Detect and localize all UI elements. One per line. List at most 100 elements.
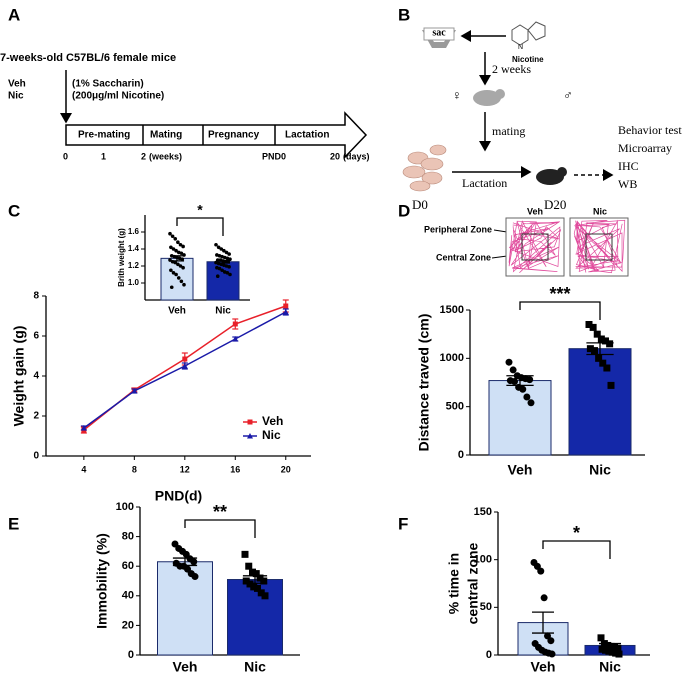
sex: ♀: [452, 87, 462, 102]
marker: [232, 321, 238, 327]
x-tick-label: Veh: [508, 462, 533, 478]
y-tick-label: 4: [33, 371, 39, 382]
point: [181, 244, 185, 249]
y-tick-label: 100: [474, 554, 492, 566]
point: [178, 264, 183, 268]
marker: [131, 388, 138, 394]
y-axis-label: central zone: [465, 542, 481, 624]
point: [220, 268, 224, 273]
y-tick-label: 0: [128, 649, 134, 661]
significance: **: [213, 502, 227, 522]
point: [526, 376, 534, 384]
time: 1: [101, 151, 106, 161]
point: [168, 231, 172, 236]
point: [246, 580, 254, 588]
point: [597, 335, 605, 343]
mouse-head: [557, 167, 567, 177]
legend-label: Veh: [262, 414, 283, 428]
phase: Lactation: [285, 130, 329, 141]
point: [509, 366, 517, 374]
point: [537, 567, 545, 575]
legend-label: Nic: [262, 428, 281, 442]
point: [174, 248, 178, 253]
point: [191, 573, 199, 581]
nicotine-ring: [511, 24, 529, 46]
point: [227, 252, 231, 256]
pups: [402, 144, 447, 192]
y-tick-label: 100: [116, 501, 134, 513]
point: [169, 268, 173, 273]
y-axis-label: Weight gain (g): [11, 326, 27, 427]
point: [257, 589, 265, 597]
x-tick-label: Veh: [531, 659, 556, 675]
bar: [488, 380, 552, 456]
point: [607, 381, 615, 389]
point: [171, 247, 176, 251]
point: [614, 644, 622, 652]
y-tick-label: 40: [122, 590, 134, 602]
point: [179, 279, 184, 284]
marker: [182, 356, 188, 362]
pointer: [493, 229, 508, 233]
mouse-head: [495, 89, 505, 99]
time: 0: [63, 151, 68, 161]
point: [178, 242, 183, 247]
legend-marker: [247, 433, 253, 439]
sac-label: sac: [432, 27, 446, 38]
y-tick-label: 1.6: [128, 227, 140, 236]
y-tick-label: 1000: [440, 352, 464, 364]
phase: Mating: [150, 130, 182, 141]
mouse: [473, 90, 501, 106]
significance: *: [573, 523, 580, 543]
atom: N: [518, 44, 523, 51]
x-tick-label: Nic: [599, 659, 621, 675]
significance-bracket: [519, 301, 601, 320]
sex: ♂: [563, 87, 573, 102]
x-tick-label: Nic: [244, 659, 266, 675]
point: [585, 321, 593, 328]
design-diagram: sac N Nicotine 2 weeks ♀ ♂ mating D0 Lac…: [402, 21, 682, 212]
x-axis-label: PND(d): [155, 488, 202, 504]
y-axis-label: Immobility (%): [94, 533, 110, 629]
point: [252, 570, 260, 578]
y-tick-label: 2: [33, 411, 39, 422]
point: [169, 285, 174, 290]
point: [182, 282, 186, 287]
assay: Behavior test: [618, 123, 682, 137]
x-tick-label: Veh: [168, 306, 186, 317]
point: [261, 592, 269, 600]
marker: [283, 303, 289, 309]
y-tick-label: 500: [446, 401, 464, 413]
lactation-label: Lactation: [462, 176, 507, 190]
group: Veh: [8, 79, 26, 90]
panel-letter: A: [8, 5, 20, 24]
bottle: [422, 30, 456, 48]
point: [250, 583, 258, 591]
point: [602, 337, 609, 345]
time: 20: [330, 151, 340, 161]
point: [224, 250, 229, 255]
point: [606, 340, 614, 348]
panel-letter: B: [398, 5, 410, 24]
y-tick-label: 0: [33, 451, 39, 462]
day: D0: [412, 197, 428, 212]
arena-label: Nic: [593, 206, 607, 216]
cohort: 7-weeks-old C57BL/6 female mice: [0, 52, 176, 64]
nicotine-ring: [527, 21, 546, 41]
bottle-cap: [423, 27, 455, 41]
point: [615, 650, 623, 658]
group: Nic: [8, 91, 24, 102]
point: [216, 245, 221, 250]
significance: ***: [549, 284, 570, 304]
time: 2: [141, 151, 146, 161]
zone-label: Peripheral Zone: [424, 224, 492, 234]
point: [181, 265, 185, 270]
legend-marker: [247, 419, 253, 425]
point: [523, 393, 531, 401]
trace: [508, 220, 562, 273]
x-tick-label: 12: [180, 464, 190, 474]
y-tick-label: 0: [486, 649, 492, 661]
y-tick-label: 1.4: [128, 244, 140, 253]
point: [173, 260, 178, 265]
